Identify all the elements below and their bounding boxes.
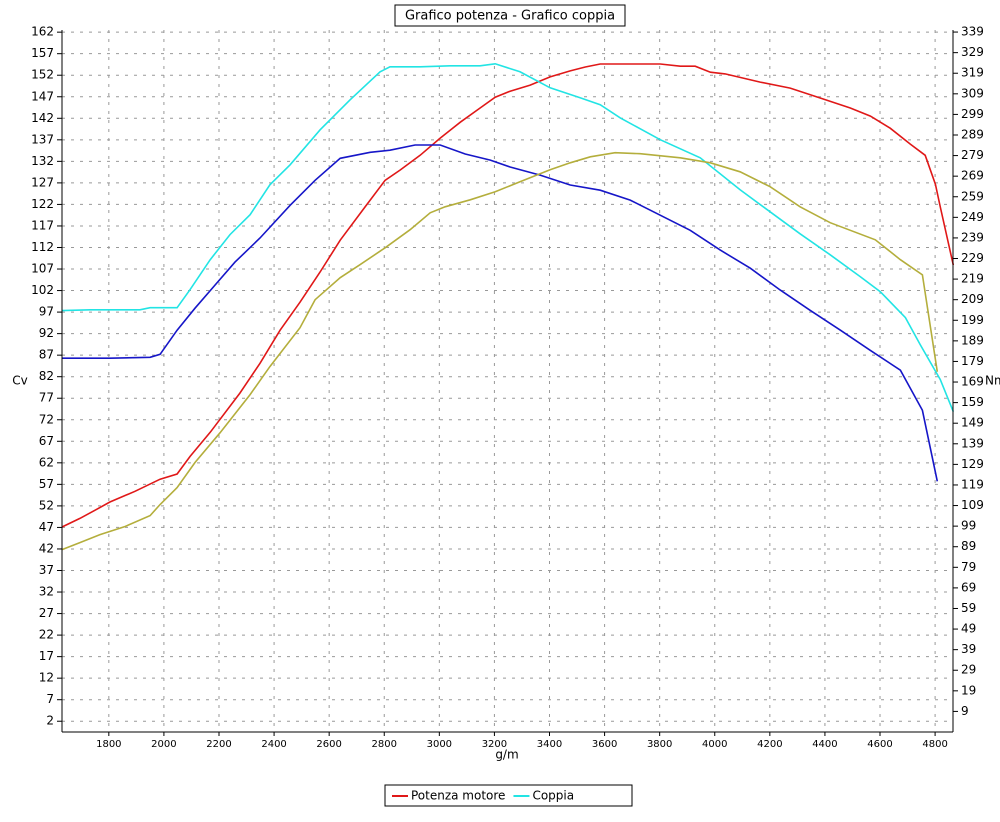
- y-tick-label: 157: [31, 46, 54, 60]
- y2-tick-label: 79: [961, 560, 976, 574]
- x-tick-label: 3000: [427, 739, 452, 750]
- chart-title: Grafico potenza - Grafico coppia: [405, 9, 615, 24]
- x-tick-label: 2800: [372, 739, 397, 750]
- y2-tick-label: 139: [961, 436, 984, 450]
- y2-tick-label: 109: [961, 498, 984, 512]
- y-tick-label: 132: [31, 154, 54, 168]
- y2-tick-label: 289: [961, 127, 984, 141]
- y-tick-label: 162: [31, 25, 54, 39]
- y2-tick-label: 299: [961, 107, 984, 121]
- y-tick-label: 2: [46, 714, 54, 728]
- y-tick-label: 72: [39, 412, 54, 426]
- y-tick-label: 32: [39, 585, 54, 599]
- y2-tick-label: 119: [961, 477, 984, 491]
- y2-tick-label: 279: [961, 148, 984, 162]
- title-box: [394, 4, 626, 27]
- y2-axis-label: Nm: [985, 374, 1000, 388]
- grid: [62, 30, 953, 732]
- series-line: [61, 63, 955, 528]
- plot: [61, 62, 955, 551]
- y-tick-label: 152: [31, 68, 54, 82]
- y-tick-label: 112: [31, 240, 54, 254]
- y2-tick-label: 39: [961, 642, 976, 656]
- series-line: [62, 144, 939, 482]
- legend-label: Potenza motore: [411, 789, 505, 803]
- x-tick-label: 3400: [537, 739, 562, 750]
- y-tick-label: 47: [39, 520, 54, 534]
- y-tick-label: 82: [39, 369, 54, 383]
- y2-tick-label: 99: [961, 519, 976, 533]
- y-tick-label: 127: [31, 175, 54, 189]
- y2-tick-label: 339: [961, 25, 984, 39]
- legend-box: [384, 784, 633, 807]
- x-tick-label: 2400: [261, 739, 286, 750]
- y2-tick-label: 19: [961, 683, 976, 697]
- y2-tick-label: 249: [961, 210, 984, 224]
- x-tick-label: 3200: [482, 739, 507, 750]
- y2-tick-label: 269: [961, 169, 984, 183]
- y-tick-label: 107: [31, 262, 54, 276]
- y-tick-label: 22: [39, 628, 54, 642]
- y-tick-label: 117: [31, 218, 54, 232]
- y-axis-label: Cv: [12, 374, 27, 388]
- x-tick-label: 1800: [96, 739, 121, 750]
- x-tick-label: 2000: [151, 739, 176, 750]
- y-tick-label: 37: [39, 563, 54, 577]
- series-line: [61, 151, 939, 551]
- y2-tick-label: 49: [961, 622, 976, 636]
- y-tick-label: 102: [31, 283, 54, 297]
- y2-tick-label: 69: [961, 580, 976, 594]
- legend-label: Coppia: [532, 789, 574, 803]
- y2-tick-label: 149: [961, 416, 984, 430]
- x-tick-label: 4800: [922, 739, 947, 750]
- x-tick-label: 3800: [647, 739, 672, 750]
- x-tick-label: 4200: [757, 739, 782, 750]
- y2-tick-label: 159: [961, 395, 984, 409]
- y2-tick-label: 179: [961, 354, 984, 368]
- y2-tick-label: 259: [961, 189, 984, 203]
- y2-tick-label: 319: [961, 66, 984, 80]
- y2-tick-label: 329: [961, 45, 984, 59]
- y2-tick-label: 29: [961, 663, 976, 677]
- y2-tick-label: 219: [961, 272, 984, 286]
- y2-tick-label: 199: [961, 313, 984, 327]
- y-tick-label: 62: [39, 455, 54, 469]
- y-tick-label: 12: [39, 671, 54, 685]
- y2-tick-label: 129: [961, 457, 984, 471]
- y2-tick-label: 59: [961, 601, 976, 615]
- y-tick-label: 92: [39, 326, 54, 340]
- y2-tick-label: 169: [961, 375, 984, 389]
- x-axis-label: g/m: [495, 748, 518, 762]
- y-tick-label: 67: [39, 434, 54, 448]
- y-tick-label: 97: [39, 305, 54, 319]
- series-line: [61, 62, 955, 413]
- x-tick-label: 4400: [812, 739, 837, 750]
- y2-tick-label: 189: [961, 333, 984, 347]
- y-tick-label: 52: [39, 498, 54, 512]
- y-tick-label: 142: [31, 111, 54, 125]
- y-tick-label: 77: [39, 391, 54, 405]
- y2-tick-label: 209: [961, 292, 984, 306]
- y2-tick-label: 89: [961, 539, 976, 553]
- x-tick-label: 3600: [592, 739, 617, 750]
- y-tick-label: 147: [31, 89, 54, 103]
- y-tick-label: 57: [39, 477, 54, 491]
- x-tick-label: 4000: [702, 739, 727, 750]
- x-tick-label: 2200: [206, 739, 231, 750]
- y-tick-label: 7: [46, 692, 54, 706]
- y2-tick-label: 309: [961, 86, 984, 100]
- x-tick-label: 2600: [316, 739, 341, 750]
- y-tick-label: 27: [39, 606, 54, 620]
- y-tick-label: 137: [31, 132, 54, 146]
- y2-tick-label: 239: [961, 230, 984, 244]
- x-tick-label: 4600: [867, 739, 892, 750]
- y2-tick-label: 229: [961, 251, 984, 265]
- y-tick-label: 87: [39, 348, 54, 362]
- y-tick-label: 17: [39, 649, 54, 663]
- y2-tick-label: 9: [961, 704, 969, 718]
- y-tick-label: 122: [31, 197, 54, 211]
- y-tick-label: 42: [39, 541, 54, 555]
